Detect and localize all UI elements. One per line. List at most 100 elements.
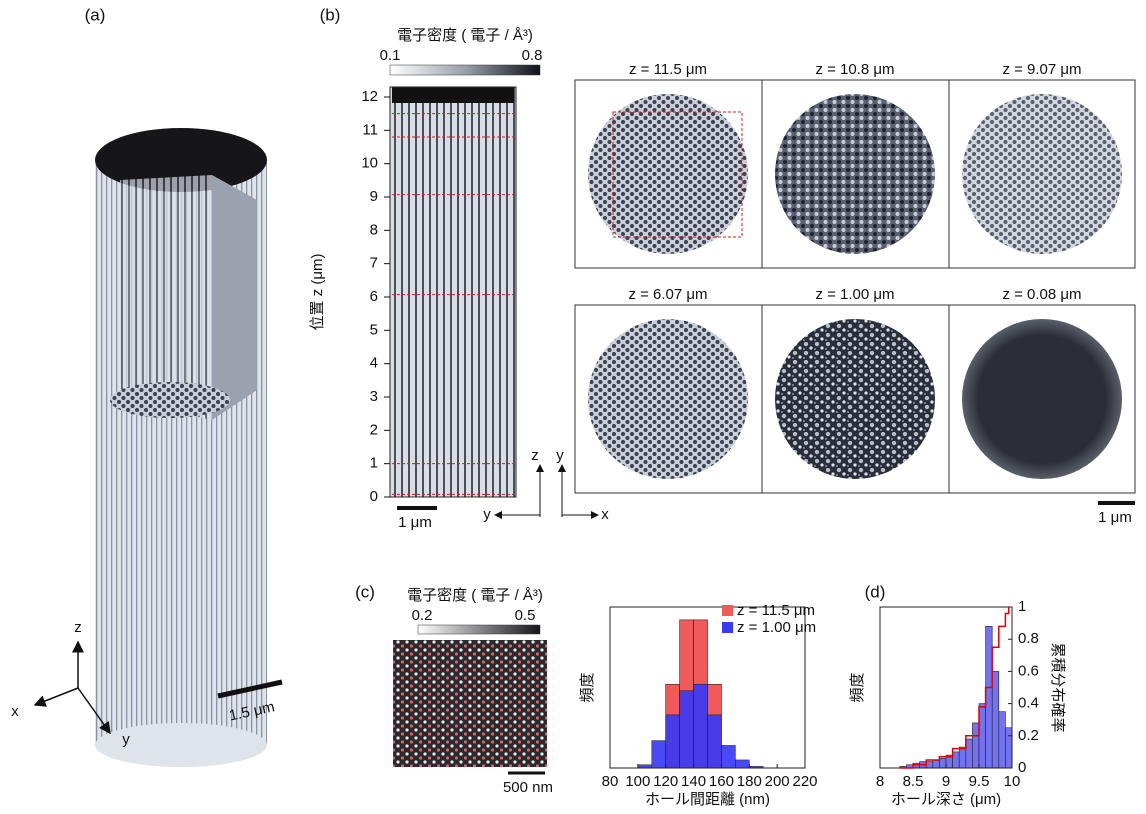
y-tick-label: 1 — [370, 455, 378, 472]
slice-image — [962, 319, 1122, 479]
x-axis-label: ホール深さ (μm) — [891, 791, 1001, 808]
x-tick-label: 8.5 — [903, 773, 924, 790]
slice-image — [775, 94, 935, 254]
side-view-image — [390, 87, 516, 497]
y-tick-label: 7 — [370, 255, 378, 272]
bar — [986, 626, 993, 768]
slice-image — [588, 319, 748, 479]
bar — [992, 671, 999, 768]
bar — [652, 741, 666, 768]
slice-image — [962, 94, 1122, 254]
axis-label: y — [122, 731, 130, 748]
axis-label: z — [531, 447, 539, 464]
bar — [666, 715, 680, 768]
y2-tick-label: 0 — [1018, 759, 1026, 776]
slice-title: z = 9.07 μm — [1002, 61, 1081, 78]
colorbar-label: 0.5 — [515, 607, 536, 624]
bar — [708, 715, 722, 768]
legend-swatch — [722, 622, 733, 633]
bar — [721, 745, 735, 768]
bar — [735, 760, 749, 768]
colorbar-label: 0.1 — [380, 47, 401, 64]
y2-tick-label: 0.4 — [1018, 695, 1039, 712]
y2-tick-label: 0.8 — [1018, 630, 1039, 647]
bar — [966, 739, 973, 768]
colorbar-title: 電子密度 ( 電子 / Å³) — [397, 27, 533, 44]
x-tick-label: 220 — [792, 773, 817, 790]
x-tick-label: 9.5 — [969, 773, 990, 790]
y-axis-label: 頻度 — [849, 672, 866, 702]
bar — [1005, 728, 1012, 768]
bar — [680, 691, 694, 768]
bar — [913, 763, 920, 768]
bar — [939, 758, 946, 768]
axis-label: x — [601, 506, 609, 523]
colorbar-label: 0.8 — [522, 47, 543, 64]
x-tick-label: 180 — [737, 773, 762, 790]
colorbar — [418, 625, 540, 634]
y2-tick-label: 0.2 — [1018, 727, 1039, 744]
figure: (a) z x y 1.5 μm (b) 電子密度 ( 電子 / Å³) 0.1… — [0, 0, 1146, 814]
y-tick-label: 12 — [361, 88, 378, 105]
y2-axis-label: 累積分布確率 — [1049, 642, 1066, 732]
axis-label: y — [556, 447, 564, 464]
x-tick-label: 8 — [876, 773, 884, 790]
x-tick-label: 160 — [709, 773, 734, 790]
legend-swatch — [722, 605, 733, 616]
y-tick-label: 10 — [361, 155, 378, 172]
y-tick-label: 9 — [370, 188, 378, 205]
y2-tick-label: 0.6 — [1018, 662, 1039, 679]
panel-label: (b) — [320, 5, 341, 24]
axis-label: x — [11, 703, 19, 720]
x-tick-label: 200 — [765, 773, 790, 790]
side-view-top — [392, 87, 514, 103]
axis-label: z — [74, 619, 82, 636]
y-tick-label: 3 — [370, 388, 378, 405]
x-tick-label: 80 — [602, 773, 619, 790]
slice-title: z = 6.07 μm — [628, 286, 707, 303]
y-tick-label: 2 — [370, 421, 378, 438]
x-tick-label: 140 — [681, 773, 706, 790]
panel-label: (d) — [865, 582, 886, 601]
slice-image — [775, 319, 935, 479]
y-tick-label: 11 — [362, 121, 378, 138]
x-tick-label: 9 — [942, 773, 950, 790]
bar — [933, 760, 940, 768]
legend-label: z = 11.5 μm — [737, 602, 815, 619]
slice-title: z = 0.08 μm — [1002, 286, 1081, 303]
bar — [972, 723, 979, 768]
y-tick-label: 0 — [370, 488, 378, 505]
y-tick-label: 8 — [370, 221, 378, 238]
bar — [959, 747, 966, 768]
bar — [953, 752, 960, 768]
axis-label: y — [483, 506, 491, 523]
x-axis-label: ホール間距離 (nm) — [645, 790, 770, 808]
colorbar — [390, 65, 540, 75]
colorbar-title: 電子密度 ( 電子 / Å³) — [407, 587, 543, 604]
hole-image — [393, 640, 547, 767]
bar — [979, 704, 986, 768]
slice-image — [588, 94, 748, 254]
y-tick-label: 5 — [370, 321, 378, 338]
bar — [926, 762, 933, 768]
slice-title: z = 10.8 μm — [815, 61, 894, 78]
y-tick-label: 4 — [370, 355, 378, 372]
legend-label: z = 1.00 μm — [737, 619, 816, 636]
y-tick-label: 6 — [370, 288, 378, 305]
scale-bar-label: 1 μm — [1098, 509, 1132, 526]
slice-title: z = 11.5 μm — [629, 61, 707, 78]
scale-bar-label: 1 μm — [398, 514, 432, 531]
slice-title: z = 1.00 μm — [815, 286, 894, 303]
panel-label: (c) — [355, 582, 375, 601]
bar — [999, 712, 1006, 768]
y-axis-label: 頻度 — [579, 672, 596, 702]
x-tick-label: 100 — [625, 773, 650, 790]
y-axis-label: 位置 z (μm) — [309, 254, 326, 331]
bar — [694, 684, 708, 768]
panel-label: (a) — [85, 5, 106, 24]
y2-tick-label: 1 — [1018, 598, 1026, 615]
x-tick-label: 120 — [653, 773, 678, 790]
cylinder-render — [95, 128, 267, 767]
scale-bar-label: 500 nm — [503, 779, 553, 796]
colorbar-label: 0.2 — [412, 607, 433, 624]
